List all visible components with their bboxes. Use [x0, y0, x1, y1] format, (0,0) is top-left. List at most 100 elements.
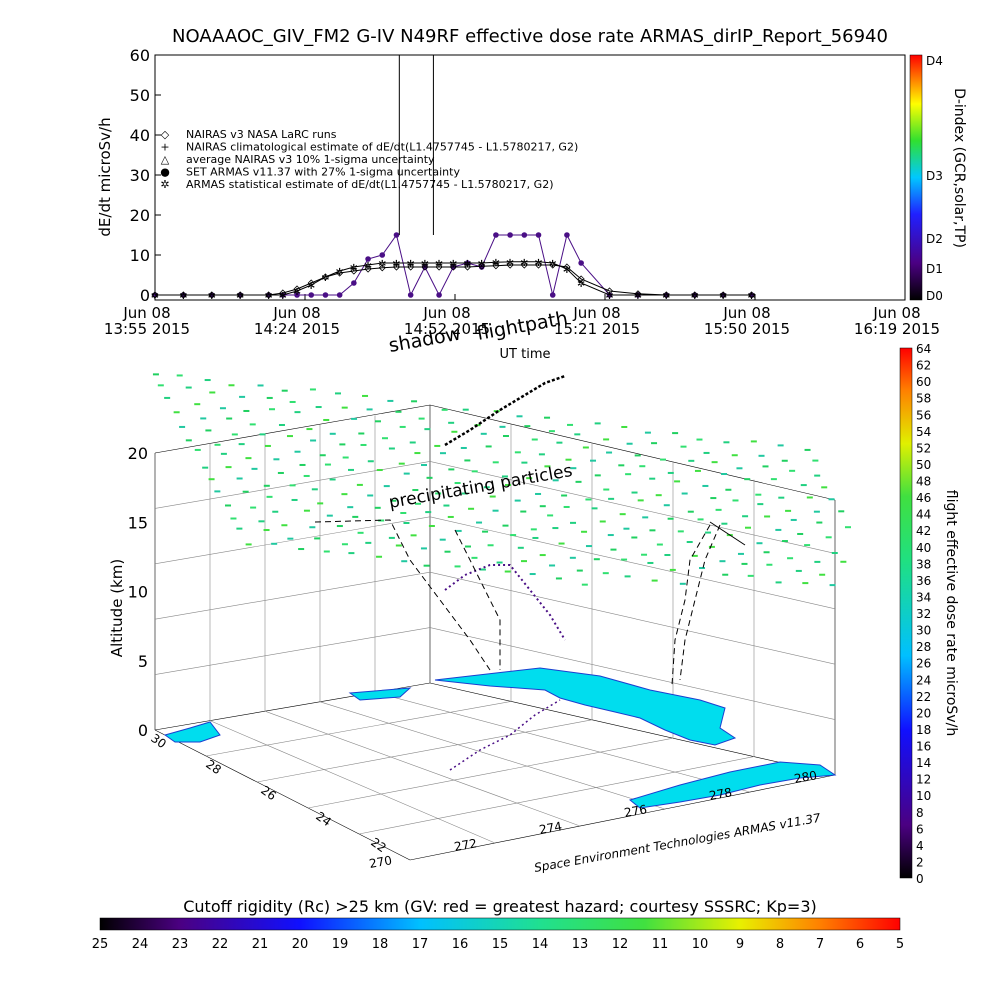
- particle-mark: [800, 484, 807, 487]
- particle-mark: [383, 485, 390, 488]
- particle-mark: [231, 433, 238, 436]
- particle-mark: [699, 567, 706, 570]
- dose-tick-label: 46: [916, 491, 931, 505]
- particle-mark: [464, 459, 471, 462]
- particle-mark: [366, 408, 373, 411]
- map-grid-line: [374, 692, 751, 793]
- particle-mark: [194, 403, 201, 406]
- rc-tick-label: 15: [492, 937, 509, 952]
- particle-mark: [787, 557, 794, 560]
- particle-mark: [367, 494, 374, 497]
- particle-mark: [762, 465, 769, 468]
- particle-mark: [745, 526, 752, 529]
- particle-mark: [687, 510, 694, 513]
- particle-mark: [272, 510, 279, 513]
- particle-mark: [548, 430, 555, 433]
- particle-mark: [539, 505, 546, 508]
- particle-mark: [454, 482, 461, 485]
- ts-point-stat: ✲: [435, 259, 443, 270]
- rc-tick-label: 19: [332, 937, 349, 952]
- ts-xtick-date: Jun 08: [422, 304, 470, 322]
- particle-mark: [323, 418, 330, 421]
- dose-tick-label: 64: [916, 342, 931, 356]
- dose-tick-label: 44: [916, 508, 931, 522]
- particle-mark: [732, 499, 739, 502]
- particle-mark: [219, 407, 226, 410]
- ts-legend-label: average NAIRAS v3 10% 1-sigma uncertaint…: [186, 153, 435, 166]
- particle-mark: [499, 425, 506, 428]
- particle-mark: [669, 568, 676, 571]
- particle-mark: [157, 384, 164, 387]
- particle-mark: [294, 450, 301, 453]
- particle-mark: [287, 537, 294, 540]
- particle-mark: [561, 494, 568, 497]
- particle-mark: [387, 399, 394, 402]
- particle-mark: [838, 510, 845, 513]
- ts-point-nairas: [506, 261, 514, 269]
- particle-mark: [526, 477, 533, 480]
- ts-y-axis-ticks: 0 10 20 30 40 50 60: [130, 46, 161, 305]
- particle-mark: [825, 536, 832, 539]
- particle-mark: [806, 496, 813, 499]
- particle-mark: [264, 444, 271, 447]
- particle-mark: [455, 529, 462, 532]
- dose-tick-label: 54: [916, 425, 931, 439]
- particle-mark: [539, 554, 546, 557]
- ts-legend-symbol: +: [160, 141, 169, 154]
- particle-mark: [795, 569, 802, 572]
- particle-mark: [454, 565, 461, 568]
- particle-mark: [581, 530, 588, 533]
- ts-point-nairas: [350, 267, 358, 275]
- dose-rate-colorbar: [899, 347, 913, 879]
- florida-peninsula: [434, 667, 737, 746]
- ts-series-line: [155, 264, 752, 296]
- ts-point-armas: [379, 252, 386, 258]
- particle-mark: [492, 461, 499, 464]
- map-grid-line: [256, 719, 593, 783]
- particle-mark: [719, 560, 726, 563]
- ts-series-line: [155, 261, 752, 296]
- dose-tick-label: 52: [916, 441, 931, 455]
- ts-ylabel: dE/dt microSv/h: [96, 117, 114, 236]
- ts-point-nairas: [392, 263, 401, 271]
- particle-mark: [341, 493, 348, 496]
- particle-mark: [516, 415, 523, 418]
- ts-point-nairas: [307, 279, 315, 287]
- ts-point-nairas: [662, 291, 670, 299]
- map-ztick-label: 5: [138, 652, 148, 671]
- dose-tick-label: 4: [916, 839, 924, 853]
- ts-point-armas: [564, 232, 570, 238]
- particle-mark: [634, 454, 641, 457]
- ts-point-armas: [407, 292, 414, 298]
- particle-mark: [334, 392, 341, 395]
- ts-point-nairas: [563, 263, 571, 271]
- ts-xtick-date: Jun 08: [722, 304, 770, 322]
- map-grid-line: [307, 737, 674, 809]
- particle-mark: [778, 496, 785, 499]
- dose-tick-label: 0: [916, 872, 924, 886]
- particle-mark: [374, 506, 381, 509]
- particle-mark: [347, 506, 354, 509]
- particle-mark: [399, 425, 406, 428]
- ts-point-armas: [336, 292, 343, 298]
- ts-point-stat: ✲: [478, 259, 486, 270]
- map-grid-line: [429, 682, 836, 776]
- annotation-flightpath: flightpath: [475, 307, 569, 345]
- dose-tick-label: 50: [916, 458, 931, 472]
- particle-mark: [610, 548, 617, 551]
- particle-mark: [520, 510, 527, 513]
- particle-mark: [558, 542, 565, 545]
- flight-path-shadow-4: [679, 524, 721, 681]
- ts-point-stat: ✲: [350, 263, 358, 274]
- particle-mark: [448, 468, 455, 471]
- ts-point-stat: ✲: [364, 261, 372, 272]
- particle-mark: [259, 433, 266, 436]
- particle-mark: [505, 484, 512, 487]
- particle-mark: [326, 514, 333, 517]
- ts-point-armas: [521, 232, 528, 238]
- particle-mark: [236, 527, 243, 530]
- particle-mark: [173, 411, 180, 414]
- dose-tick-label: 2: [916, 855, 924, 869]
- particle-mark: [708, 545, 715, 548]
